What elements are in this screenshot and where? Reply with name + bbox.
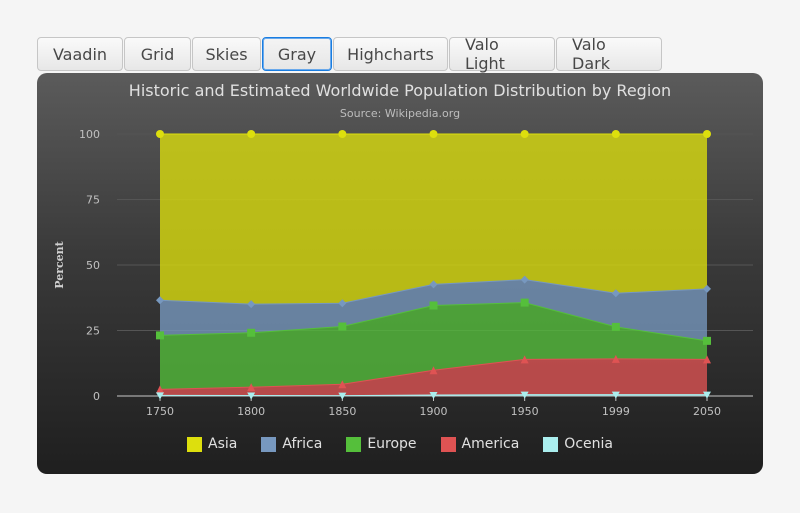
area-asia (160, 134, 707, 305)
tab-skies[interactable]: Skies (192, 37, 261, 71)
area-america (160, 358, 707, 396)
tab-valo-dark[interactable]: Valo Dark (556, 35, 662, 73)
marker-asia (429, 130, 438, 138)
marker-asia (156, 130, 164, 138)
x-tick-label: 1850 (328, 405, 356, 418)
marker-america (338, 380, 347, 389)
tab-gray[interactable]: Gray (262, 37, 332, 71)
legend-item-europe[interactable]: Europe (346, 436, 417, 452)
marker-ocenia (611, 391, 620, 399)
marker-europe (429, 301, 438, 310)
tab-grid[interactable]: Grid (124, 37, 191, 71)
y-tick-label: 25 (86, 325, 100, 338)
marker-europe (611, 322, 620, 331)
legend-label: America (461, 436, 520, 452)
marker-europe (703, 336, 711, 345)
tab-highcharts[interactable]: Highcharts (333, 37, 448, 71)
x-tick-label: 1900 (420, 405, 448, 418)
marker-europe (247, 328, 256, 337)
legend-label: Africa (282, 436, 323, 452)
chart-plot: 0 25 50 75 100 Percent 1750 1800 1850 1900 1950 199… (53, 128, 753, 418)
marker-ocenia (703, 391, 711, 399)
marker-europe (520, 298, 529, 307)
legend-swatch (261, 436, 277, 452)
x-tick-label: 1800 (237, 405, 265, 418)
legend-swatch (440, 436, 456, 452)
x-tick-label: 1999 (602, 405, 630, 418)
legend-swatch (543, 436, 559, 452)
marker-asia (703, 130, 711, 138)
marker-africa (429, 280, 438, 289)
marker-america (611, 354, 620, 363)
marker-africa (156, 296, 164, 305)
marker-america (429, 366, 438, 375)
marker-asia (338, 130, 347, 138)
chart-subtitle: Source: Wikipedia.org (339, 107, 461, 120)
y-tick-label: 75 (86, 194, 100, 207)
marker-europe (338, 322, 347, 331)
marker-asia (247, 130, 256, 138)
legend-item-africa[interactable]: Africa (261, 436, 322, 452)
marker-africa (611, 289, 620, 298)
marker-america (703, 355, 711, 364)
marker-africa (520, 275, 529, 284)
legend-swatch (346, 436, 362, 452)
legend-swatch (187, 436, 203, 452)
marker-africa (703, 284, 711, 293)
y-tick-label: 50 (86, 259, 100, 272)
tab-valo-light[interactable]: Valo Light (449, 35, 555, 73)
y-tick-label: 0 (93, 390, 100, 403)
marker-america (156, 385, 164, 394)
x-tick-label: 1950 (511, 405, 539, 418)
marker-ocenia (338, 392, 347, 400)
chart-title: Historic and Estimated Worldwide Populat… (128, 81, 672, 100)
marker-africa (338, 299, 347, 308)
theme-tabs: Vaadin Grid Skies Gray Highcharts Valo L… (37, 35, 663, 73)
marker-asia (520, 130, 529, 138)
x-tick-label: 2050 (693, 405, 721, 418)
y-tick-label: 100 (79, 128, 100, 141)
marker-europe (156, 331, 164, 340)
marker-ocenia (247, 392, 256, 400)
area-africa (160, 279, 707, 341)
marker-ocenia (156, 392, 164, 400)
legend-item-ocenia[interactable]: Ocenia (543, 436, 613, 452)
legend-label: Europe (367, 436, 417, 452)
legend-label: Asia (208, 436, 238, 452)
area-europe (160, 302, 707, 390)
marker-ocenia (429, 392, 438, 400)
chart-container: Historic and Estimated Worldwide Populat… (37, 73, 763, 474)
marker-america (520, 355, 529, 364)
marker-asia (611, 130, 620, 138)
legend-item-asia[interactable]: Asia (187, 436, 237, 452)
legend-label: Ocenia (564, 436, 613, 452)
chart-legend: Asia Africa Europe America Ocenia (37, 436, 763, 452)
tab-vaadin[interactable]: Vaadin (37, 37, 123, 71)
y-axis-label: Percent (53, 240, 66, 288)
marker-america (247, 383, 256, 392)
marker-ocenia (520, 391, 529, 399)
x-tick-label: 1750 (146, 405, 174, 418)
marker-africa (247, 300, 256, 309)
legend-item-america[interactable]: America (440, 436, 520, 452)
